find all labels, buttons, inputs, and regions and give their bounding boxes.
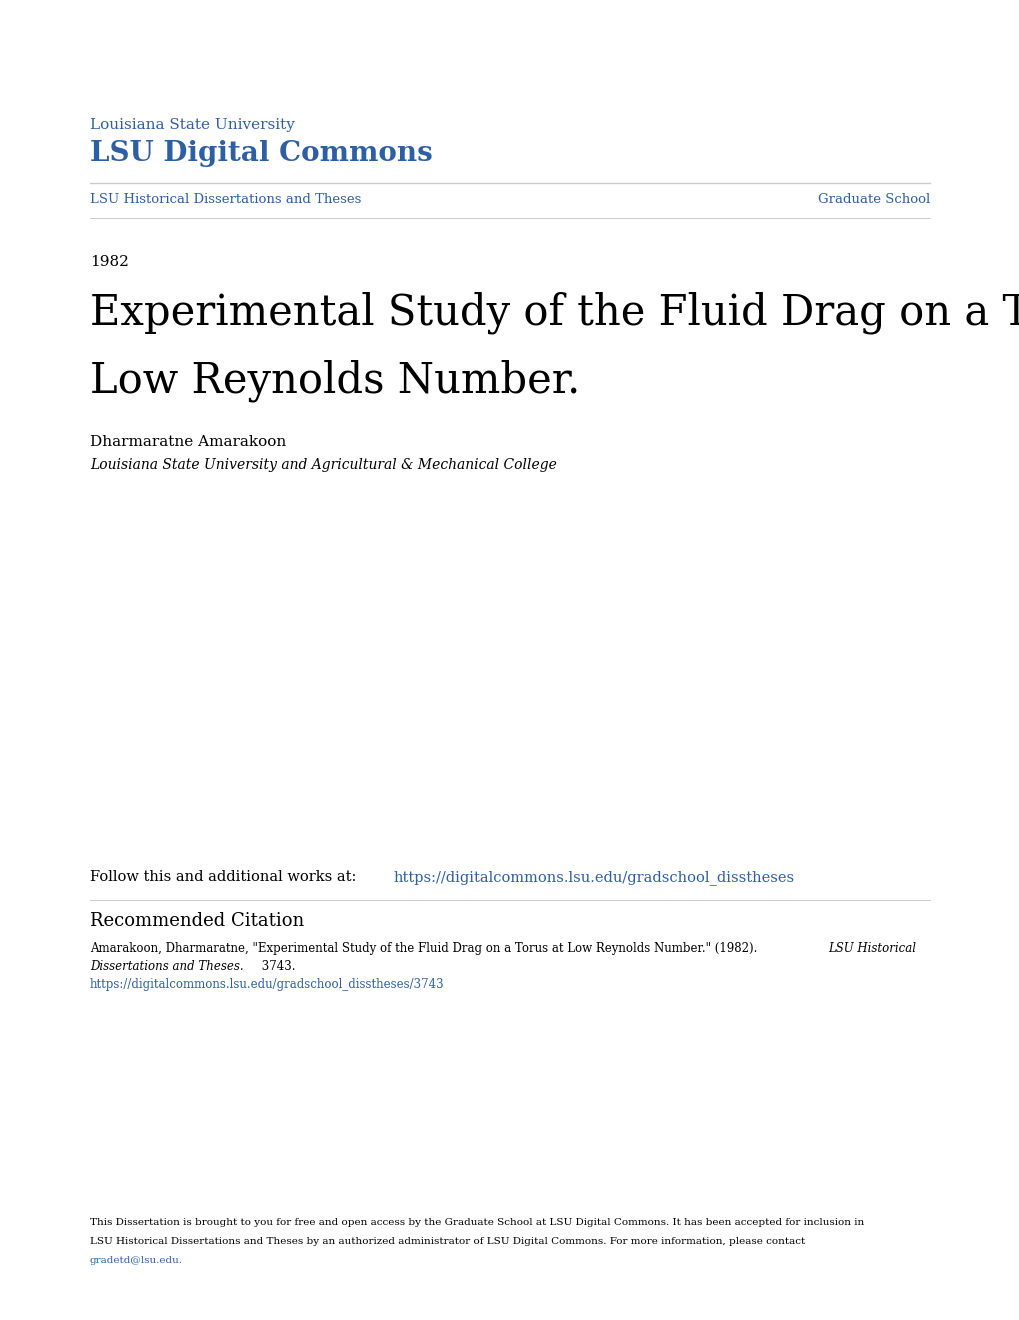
Text: 3743.: 3743. xyxy=(258,960,296,973)
Text: Dharmaratne Amarakoon: Dharmaratne Amarakoon xyxy=(90,436,285,449)
Text: 1982: 1982 xyxy=(90,255,128,269)
Text: Low Reynolds Number.: Low Reynolds Number. xyxy=(90,360,580,403)
Text: Amarakoon, Dharmaratne, "Experimental Study of the Fluid Drag on a Torus at Low : Amarakoon, Dharmaratne, "Experimental St… xyxy=(90,942,760,954)
Text: Follow this and additional works at:: Follow this and additional works at: xyxy=(90,870,361,884)
Text: Louisiana State University and Agricultural & Mechanical College: Louisiana State University and Agricultu… xyxy=(90,458,556,473)
Text: LSU Historical Dissertations and Theses: LSU Historical Dissertations and Theses xyxy=(90,193,361,206)
Text: LSU Digital Commons: LSU Digital Commons xyxy=(90,140,432,168)
Text: LSU Historical: LSU Historical xyxy=(827,942,915,954)
Text: LSU Historical Dissertations and Theses by an authorized administrator of LSU Di: LSU Historical Dissertations and Theses … xyxy=(90,1237,804,1246)
Text: This Dissertation is brought to you for free and open access by the Graduate Sch: This Dissertation is brought to you for … xyxy=(90,1218,863,1228)
Text: https://digitalcommons.lsu.edu/gradschool_disstheses: https://digitalcommons.lsu.edu/gradschoo… xyxy=(393,870,794,884)
Text: Louisiana State University: Louisiana State University xyxy=(90,117,294,132)
Text: https://digitalcommons.lsu.edu/gradschool_disstheses/3743: https://digitalcommons.lsu.edu/gradschoo… xyxy=(90,978,444,991)
Text: Recommended Citation: Recommended Citation xyxy=(90,912,304,931)
Text: Dissertations and Theses.: Dissertations and Theses. xyxy=(90,960,244,973)
Text: gradetd@lsu.edu.: gradetd@lsu.edu. xyxy=(90,1257,182,1265)
Text: Experimental Study of the Fluid Drag on a Torus at: Experimental Study of the Fluid Drag on … xyxy=(90,292,1019,334)
Text: Graduate School: Graduate School xyxy=(817,193,929,206)
